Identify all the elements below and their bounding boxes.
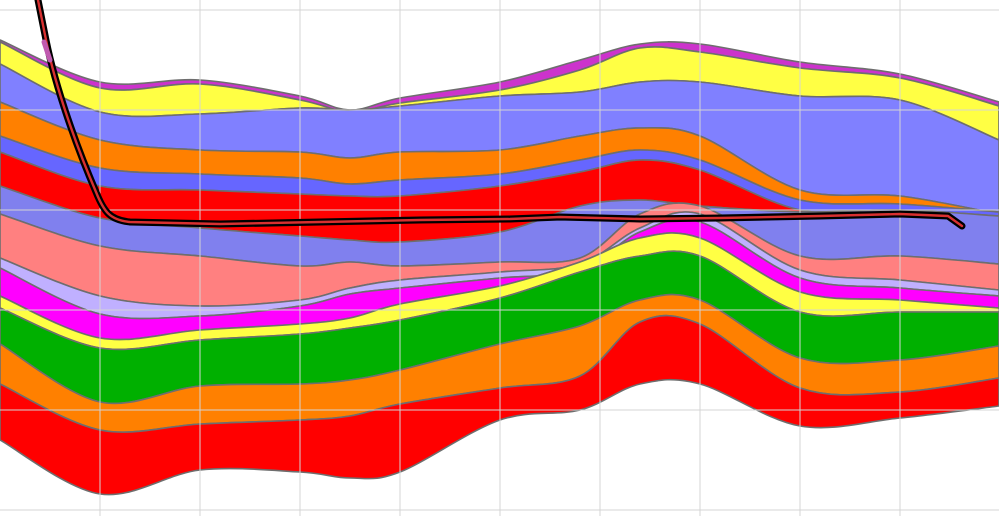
well-path [34,0,966,230]
well-path-upper-segment [41,39,53,63]
well-path-core [36,0,964,228]
